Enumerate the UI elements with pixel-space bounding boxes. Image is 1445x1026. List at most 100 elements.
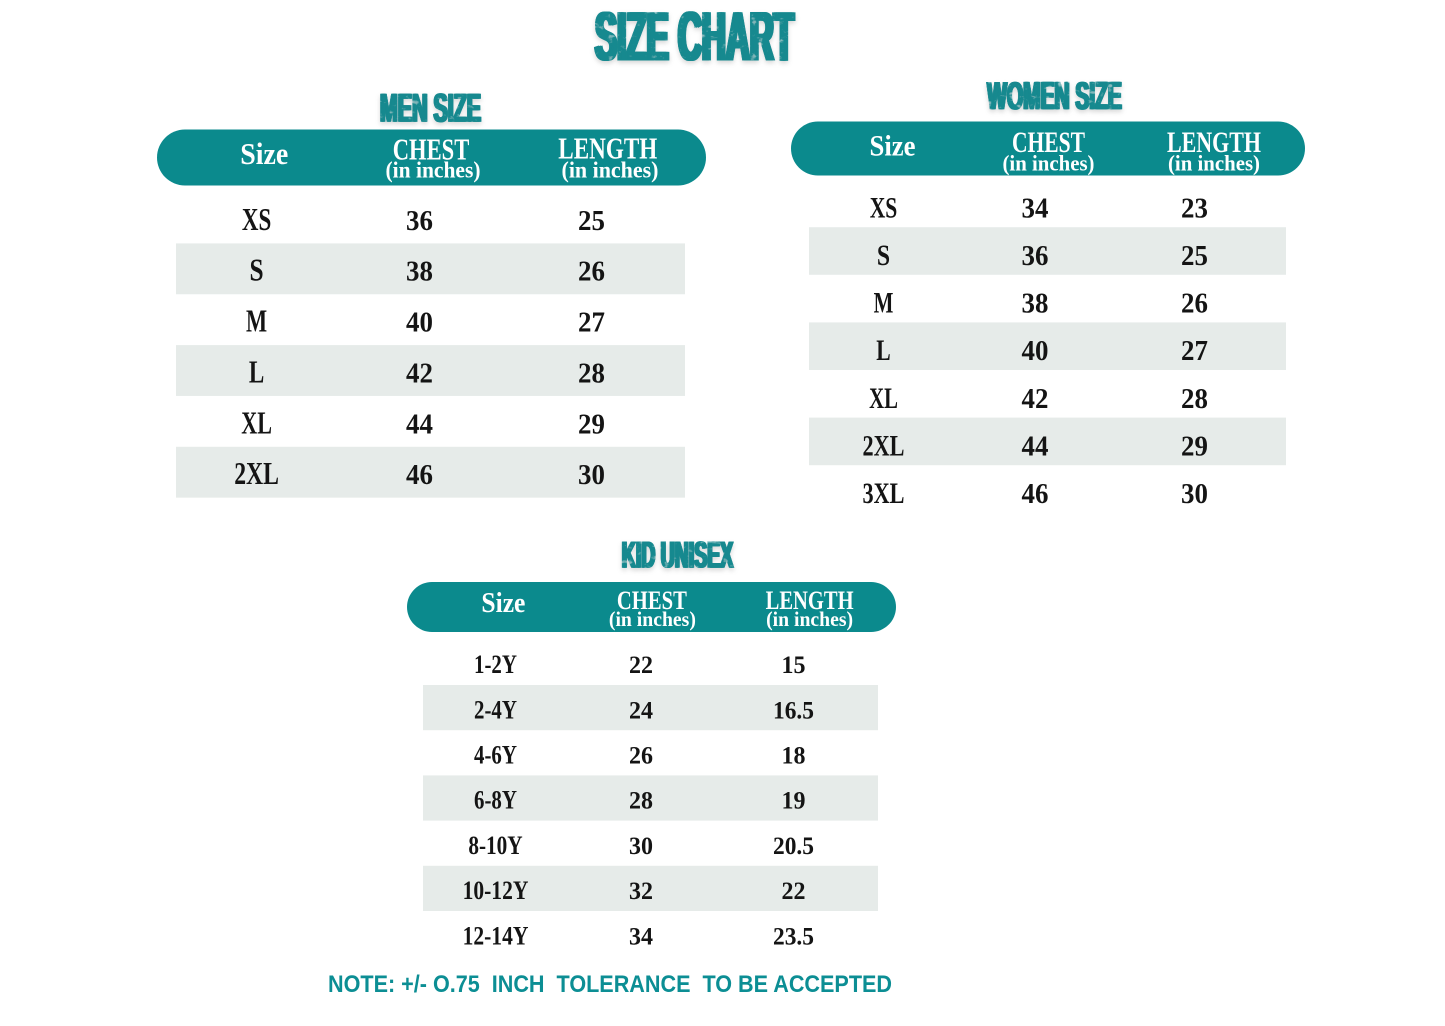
svg-text:34: 34 bbox=[1022, 193, 1049, 224]
svg-text:12-14Y: 12-14Y bbox=[463, 921, 529, 950]
svg-text:KID UNISEX: KID UNISEX bbox=[622, 534, 734, 575]
svg-text:36: 36 bbox=[1022, 241, 1049, 272]
svg-text:29: 29 bbox=[1181, 431, 1208, 462]
svg-text:1-2Y: 1-2Y bbox=[474, 650, 517, 679]
svg-text:15: 15 bbox=[782, 652, 806, 679]
svg-text:L: L bbox=[876, 334, 890, 367]
svg-text:MEN SIZE: MEN SIZE bbox=[380, 87, 481, 131]
svg-text:4-6Y: 4-6Y bbox=[474, 741, 517, 770]
svg-text:27: 27 bbox=[578, 308, 605, 339]
svg-text:22: 22 bbox=[629, 652, 653, 679]
svg-text:SIZE CHART: SIZE CHART bbox=[597, 0, 796, 75]
svg-text:Size: Size bbox=[240, 136, 288, 171]
svg-text:2XL: 2XL bbox=[863, 429, 905, 462]
svg-text:23: 23 bbox=[1181, 193, 1208, 224]
svg-text:KID UNISEX: KID UNISEX bbox=[621, 537, 733, 578]
svg-text:M: M bbox=[246, 303, 267, 339]
svg-text:30: 30 bbox=[1181, 479, 1208, 510]
svg-text:MEN SIZE: MEN SIZE bbox=[380, 87, 481, 131]
svg-text:(in inches): (in inches) bbox=[562, 158, 659, 183]
svg-text:42: 42 bbox=[1022, 384, 1049, 415]
svg-text:25: 25 bbox=[1181, 241, 1208, 272]
svg-text:CHEST: CHEST bbox=[393, 132, 470, 167]
svg-text:WOMEN SIZE: WOMEN SIZE bbox=[988, 75, 1123, 118]
svg-text:MEN SIZE: MEN SIZE bbox=[379, 87, 480, 131]
svg-text:27: 27 bbox=[1181, 336, 1208, 367]
svg-text:KID UNISEX: KID UNISEX bbox=[623, 537, 735, 578]
svg-text:34: 34 bbox=[629, 923, 653, 950]
svg-text:WOMEN SIZE: WOMEN SIZE bbox=[987, 78, 1122, 121]
svg-text:SIZE CHART: SIZE CHART bbox=[595, 0, 794, 75]
svg-text:WOMEN SIZE: WOMEN SIZE bbox=[986, 75, 1121, 118]
svg-text:MEN SIZE: MEN SIZE bbox=[381, 87, 482, 131]
svg-text:46: 46 bbox=[1022, 479, 1049, 510]
svg-text:19: 19 bbox=[782, 788, 806, 815]
svg-text:6-8Y: 6-8Y bbox=[474, 786, 517, 815]
svg-text:LENGTH: LENGTH bbox=[766, 586, 854, 615]
svg-text:M: M bbox=[874, 287, 894, 320]
svg-text:LENGTH: LENGTH bbox=[1167, 126, 1261, 159]
svg-text:S: S bbox=[250, 252, 264, 288]
svg-text:WOMEN SIZE: WOMEN SIZE bbox=[986, 75, 1121, 118]
svg-text:Size: Size bbox=[870, 130, 916, 163]
svg-text:23.5: 23.5 bbox=[773, 923, 814, 950]
svg-text:2XL: 2XL bbox=[234, 455, 279, 491]
svg-text:44: 44 bbox=[1022, 431, 1049, 462]
svg-text:SIZE CHART: SIZE CHART bbox=[595, 1, 794, 78]
svg-text:KID UNISEX: KID UNISEX bbox=[622, 537, 734, 578]
svg-text:XS: XS bbox=[242, 201, 271, 237]
svg-text:(in inches): (in inches) bbox=[1168, 151, 1260, 176]
svg-text:SIZE CHART: SIZE CHART bbox=[597, 1, 796, 78]
svg-text:44: 44 bbox=[406, 409, 433, 440]
svg-text:XL: XL bbox=[241, 404, 272, 440]
svg-text:38: 38 bbox=[1022, 289, 1049, 320]
svg-text:30: 30 bbox=[578, 460, 605, 491]
svg-text:SIZE CHART: SIZE CHART bbox=[595, 0, 794, 75]
svg-text:2-4Y: 2-4Y bbox=[474, 695, 517, 724]
svg-text:16.5: 16.5 bbox=[773, 697, 814, 724]
svg-text:SIZE CHART: SIZE CHART bbox=[593, 0, 792, 75]
svg-text:SIZE CHART: SIZE CHART bbox=[593, 1, 792, 78]
svg-text:LENGTH: LENGTH bbox=[558, 131, 657, 166]
svg-text:46: 46 bbox=[406, 460, 433, 491]
svg-text:WOMEN SIZE: WOMEN SIZE bbox=[986, 78, 1121, 121]
svg-text:28: 28 bbox=[578, 358, 605, 389]
svg-text:20.5: 20.5 bbox=[773, 833, 814, 860]
svg-text:MEN SIZE: MEN SIZE bbox=[379, 87, 480, 131]
svg-text:(in inches): (in inches) bbox=[766, 607, 853, 631]
svg-text:SIZE CHART: SIZE CHART bbox=[597, 0, 796, 75]
svg-text:MEN SIZE: MEN SIZE bbox=[379, 89, 480, 133]
svg-text:28: 28 bbox=[629, 788, 653, 815]
svg-text:WOMEN SIZE: WOMEN SIZE bbox=[987, 75, 1122, 118]
svg-text:22: 22 bbox=[782, 878, 806, 905]
svg-text:MEN SIZE: MEN SIZE bbox=[381, 87, 482, 131]
svg-text:KID UNISEX: KID UNISEX bbox=[621, 534, 733, 575]
svg-text:28: 28 bbox=[1181, 384, 1208, 415]
svg-text:(in inches): (in inches) bbox=[386, 158, 481, 183]
svg-text:S: S bbox=[877, 239, 890, 272]
svg-text:(in inches): (in inches) bbox=[609, 607, 696, 631]
svg-text:40: 40 bbox=[406, 308, 433, 339]
svg-text:L: L bbox=[249, 353, 264, 389]
svg-text:MEN SIZE: MEN SIZE bbox=[381, 89, 482, 133]
svg-text:18: 18 bbox=[782, 743, 806, 770]
svg-text:NOTE: +/- O.75 INCH TOLERANC: NOTE: +/- O.75 INCH TOLERANCE TO BE ACCE… bbox=[328, 971, 892, 998]
svg-text:26: 26 bbox=[1181, 289, 1208, 320]
svg-text:WOMEN SIZE: WOMEN SIZE bbox=[988, 78, 1123, 121]
svg-text:KID UNISEX: KID UNISEX bbox=[621, 534, 733, 575]
svg-text:30: 30 bbox=[629, 833, 653, 860]
svg-text:26: 26 bbox=[578, 257, 605, 288]
svg-text:40: 40 bbox=[1022, 336, 1049, 367]
svg-text:38: 38 bbox=[406, 257, 433, 288]
svg-text:3XL: 3XL bbox=[863, 477, 905, 510]
svg-text:26: 26 bbox=[629, 743, 653, 770]
svg-text:KID UNISEX: KID UNISEX bbox=[623, 534, 735, 575]
svg-text:MEN SIZE: MEN SIZE bbox=[380, 89, 481, 133]
svg-text:Size: Size bbox=[481, 588, 525, 619]
svg-text:29: 29 bbox=[578, 409, 605, 440]
svg-text:(in inches): (in inches) bbox=[1003, 151, 1095, 176]
svg-text:CHEST: CHEST bbox=[1012, 126, 1085, 159]
svg-text:42: 42 bbox=[406, 358, 433, 389]
svg-text:36: 36 bbox=[406, 206, 433, 237]
svg-text:XL: XL bbox=[869, 382, 898, 415]
